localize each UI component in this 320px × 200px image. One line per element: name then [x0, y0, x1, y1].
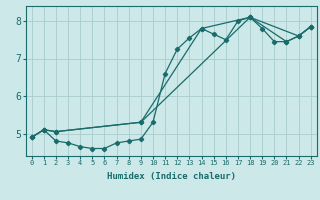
X-axis label: Humidex (Indice chaleur): Humidex (Indice chaleur)	[107, 172, 236, 181]
